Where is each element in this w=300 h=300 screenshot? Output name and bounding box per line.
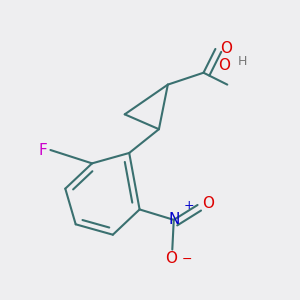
Text: F: F — [39, 142, 47, 158]
Text: O: O — [220, 41, 232, 56]
Text: N: N — [168, 212, 179, 227]
Text: H: H — [238, 55, 247, 68]
Text: +: + — [183, 200, 194, 212]
Text: O: O — [218, 58, 230, 73]
Text: O: O — [202, 196, 214, 211]
Text: −: − — [181, 253, 192, 266]
Text: O: O — [165, 251, 177, 266]
